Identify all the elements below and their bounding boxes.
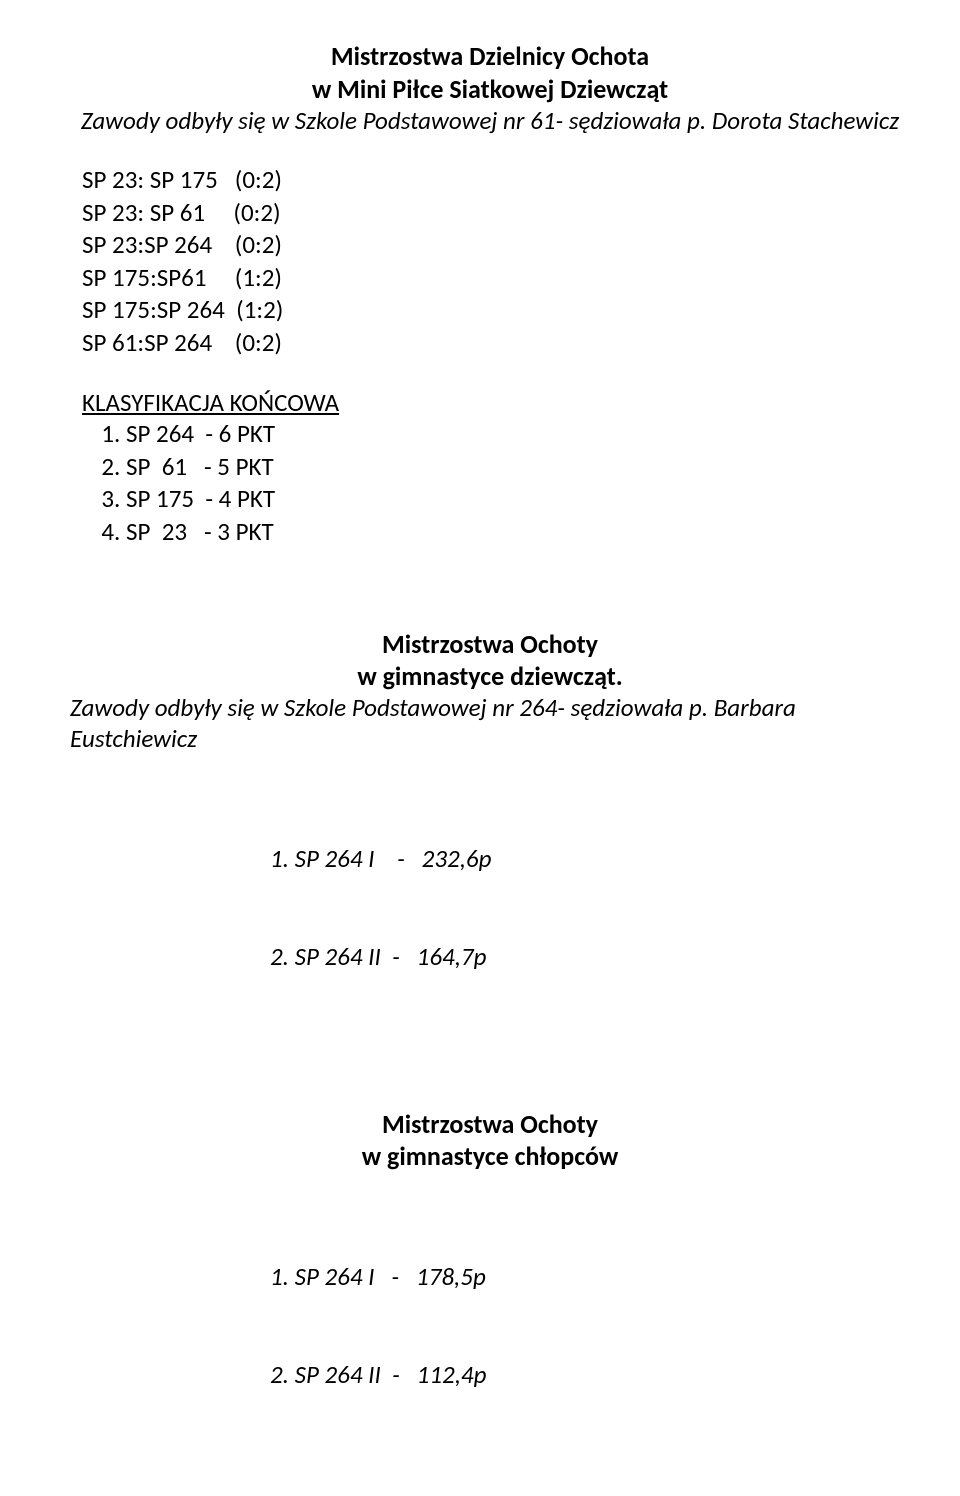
section1-match-rows: SP 23: SP 175 (0:2) SP 23: SP 61 (0:2) S…: [70, 164, 910, 359]
page: Mistrzostwa Dzielnicy Ochota w Mini Piłc…: [0, 0, 960, 1496]
section1-title-line1: Mistrzostwa Dzielnicy Ochota: [70, 40, 910, 73]
result-row: 2. SP 264 II - 164,7p: [270, 941, 910, 974]
classification-item: SP 175 - 4 PKT: [126, 483, 910, 516]
match-row: SP 23: SP 175 (0:2): [82, 164, 910, 197]
match-row: SP 23: SP 61 (0:2): [82, 197, 910, 230]
section1-subtitle: Zawody odbyły się w Szkole Podstawowej n…: [70, 105, 910, 136]
section2-title-line2: w gimnastyce dziewcząt.: [70, 660, 910, 692]
match-row: SP 175:SP 264 (1:2): [82, 294, 910, 327]
result-row: 1. SP 264 I - 178,5p: [270, 1261, 910, 1294]
section3-title-line2: w gimnastyce chłopców: [70, 1140, 910, 1172]
match-row: SP 61:SP 264 (0:2): [82, 327, 910, 360]
section2-results: 1. SP 264 I - 232,6p 2. SP 264 II - 164,…: [70, 778, 910, 1038]
section2-title-block: Mistrzostwa Ochoty w gimnastyce dziewczą…: [70, 628, 910, 692]
result-row: 1. SP 264 I - 232,6p: [270, 843, 910, 876]
section1-title-block: Mistrzostwa Dzielnicy Ochota w Mini Piłc…: [70, 40, 910, 136]
section3-title-block: Mistrzostwa Ochoty w gimnastyce chłopców: [70, 1108, 910, 1172]
section2-subtitle: Zawody odbyły się w Szkole Podstawowej n…: [70, 692, 910, 754]
section1-title-line2: w Mini Piłce Siatkowej Dziewcząt: [70, 73, 910, 106]
section3-title-line1: Mistrzostwa Ochoty: [70, 1108, 910, 1140]
section2-title-line1: Mistrzostwa Ochoty: [70, 628, 910, 660]
classification-list: SP 264 - 6 PKT SP 61 - 5 PKT SP 175 - 4 …: [70, 418, 910, 548]
result-row: 2. SP 264 II - 112,4p: [270, 1359, 910, 1392]
section3-results: 1. SP 264 I - 178,5p 2. SP 264 II - 112,…: [70, 1196, 910, 1456]
classification-item: SP 264 - 6 PKT: [126, 418, 910, 451]
classification-item: SP 23 - 3 PKT: [126, 516, 910, 549]
classification-header: KLASYFIKACJA KOŃCOWA: [70, 387, 910, 418]
match-row: SP 23:SP 264 (0:2): [82, 229, 910, 262]
match-row: SP 175:SP61 (1:2): [82, 262, 910, 295]
classification-item: SP 61 - 5 PKT: [126, 451, 910, 484]
